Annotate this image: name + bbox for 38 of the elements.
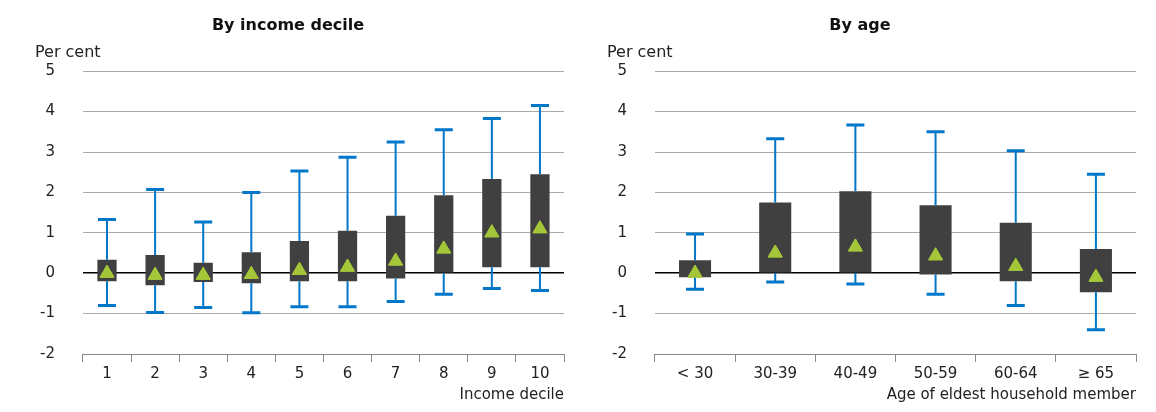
x-tick-label: < 30 [676, 363, 714, 382]
y-tick-label: 4 [617, 101, 627, 120]
x-tick-label: 6 [342, 363, 353, 382]
x-axis-title: Income decile [459, 384, 564, 403]
x-tick-label: 40-49 [833, 363, 878, 382]
chart-title: By income decile [211, 14, 365, 34]
chart-title: By age [829, 14, 891, 34]
x-tick-label: 7 [390, 363, 401, 382]
x-tick-label: 9 [487, 363, 497, 382]
y-tick-label: 3 [45, 141, 55, 160]
x-tick-label: 10 [530, 363, 550, 382]
y-tick-label: 0 [45, 263, 55, 282]
y-tick-label: 5 [45, 61, 55, 80]
y-tick-label: 5 [617, 61, 627, 80]
y-tick-label: 1 [45, 222, 55, 241]
y-axis-title: Per cent [606, 42, 673, 62]
x-tick-label: 1 [102, 363, 112, 382]
y-tick-label: -2 [39, 343, 55, 362]
x-tick-label: 2 [150, 363, 160, 382]
x-tick-label: 60-64 [993, 363, 1038, 382]
y-tick-label: 0 [617, 263, 627, 282]
y-tick-label: -1 [611, 303, 627, 322]
x-tick-label: 3 [198, 363, 208, 382]
y-tick-label: 3 [617, 141, 627, 160]
y-axis-title: Per cent [34, 42, 101, 62]
y-tick-label: 2 [617, 182, 627, 201]
x-tick-label: 30-39 [753, 363, 798, 382]
y-tick-label: 4 [45, 101, 55, 120]
x-tick-label: ≥ 65 [1077, 363, 1115, 382]
x-tick-label: 50-59 [913, 363, 958, 382]
y-tick-label: 1 [617, 222, 627, 241]
x-axis-title: Age of eldest household member [886, 384, 1137, 403]
y-tick-label: 2 [45, 182, 55, 201]
x-tick-label: 8 [438, 363, 449, 382]
y-tick-label: -2 [611, 343, 627, 362]
x-tick-label: 4 [246, 363, 257, 382]
x-tick-label: 5 [294, 363, 305, 382]
y-tick-label: -1 [39, 303, 55, 322]
